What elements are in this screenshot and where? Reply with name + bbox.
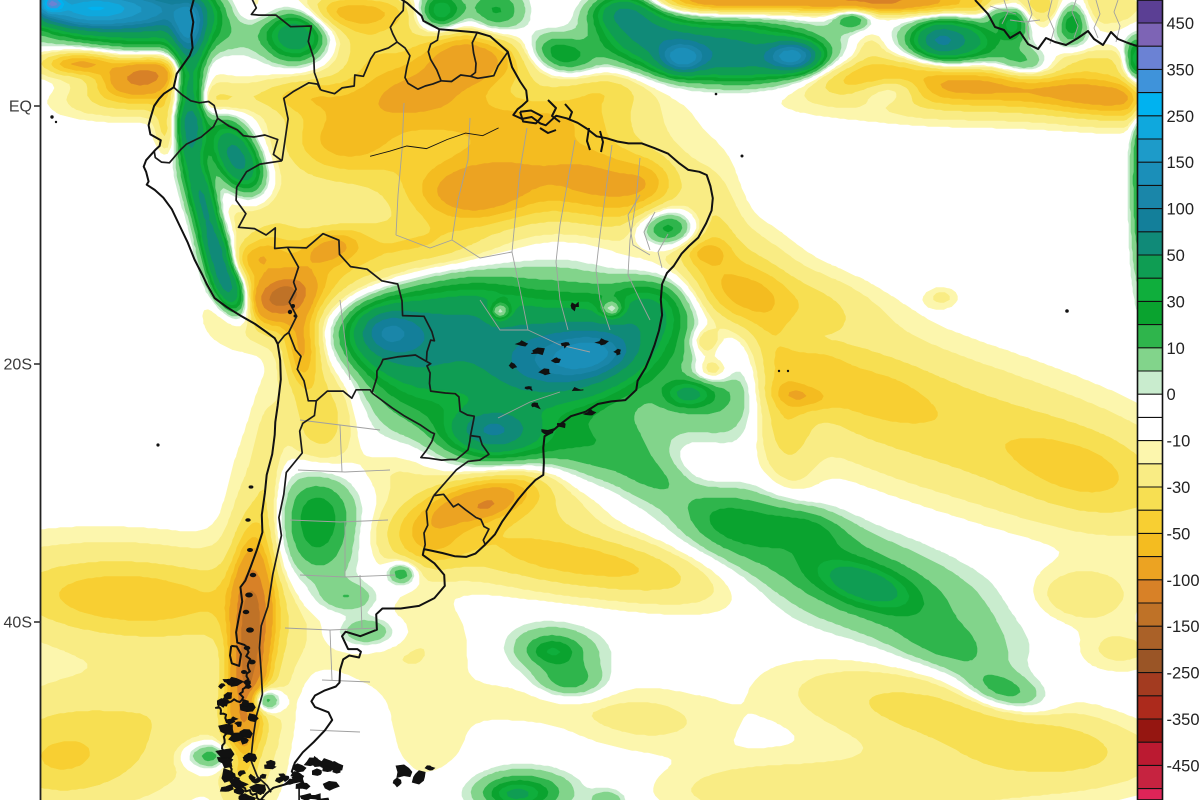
svg-text:-100: -100 [1167,572,1200,590]
svg-text:-450: -450 [1167,757,1200,775]
svg-text:350: 350 [1167,61,1195,79]
svg-text:20S: 20S [4,357,32,374]
svg-text:450: 450 [1167,15,1195,33]
svg-text:-50: -50 [1167,525,1191,543]
svg-text:250: 250 [1167,108,1195,126]
svg-text:50: 50 [1167,247,1185,265]
svg-text:10: 10 [1167,340,1185,358]
svg-text:30: 30 [1167,293,1185,311]
svg-text:-30: -30 [1167,479,1191,497]
svg-text:-10: -10 [1167,433,1191,451]
svg-text:100: 100 [1167,201,1195,219]
svg-text:EQ: EQ [9,99,32,116]
svg-text:40S: 40S [4,615,32,632]
svg-text:0: 0 [1167,386,1176,404]
svg-text:150: 150 [1167,154,1195,172]
svg-text:-250: -250 [1167,665,1200,683]
svg-text:-150: -150 [1167,618,1200,636]
svg-text:-350: -350 [1167,711,1200,729]
